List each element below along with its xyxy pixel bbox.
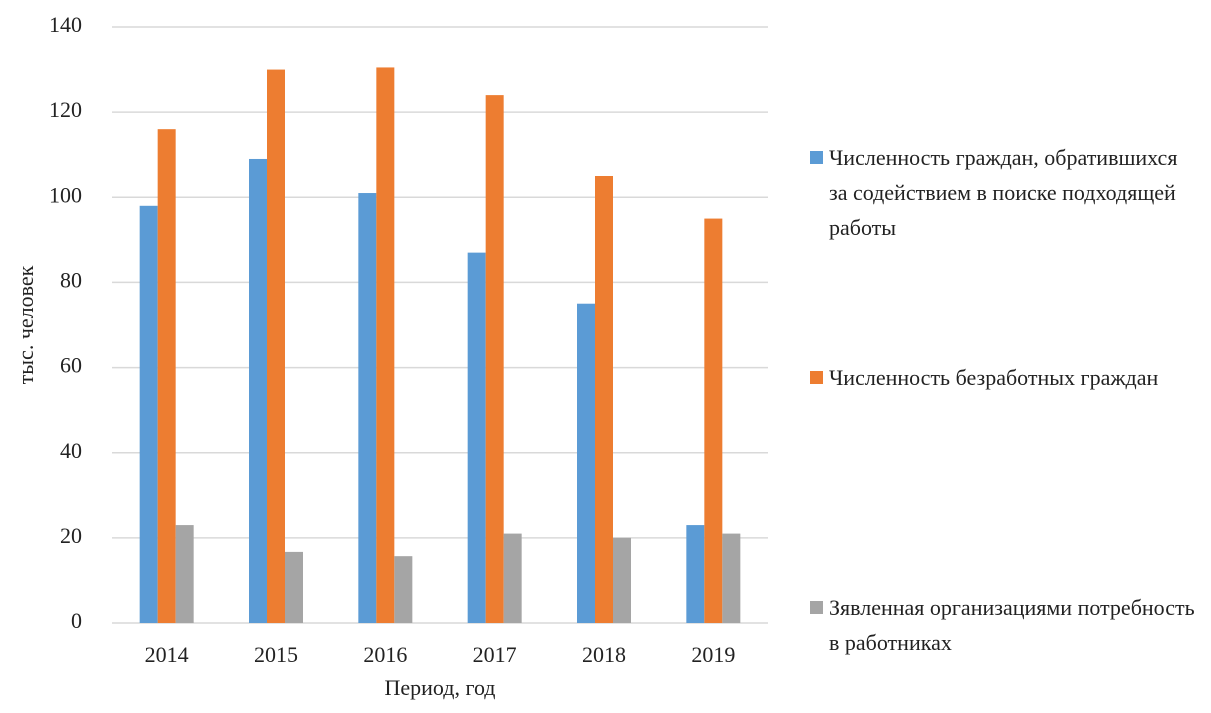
bar [595,176,613,623]
x-tick-label: 2015 [254,642,298,667]
bar [249,158,267,623]
x-tick-label: 2019 [691,642,735,667]
x-tick-label: 2017 [473,642,517,667]
bar [686,525,705,623]
legend-item: Численность граждан, обратившихся за сод… [810,140,1200,245]
y-tick-label: 20 [60,523,82,548]
bar [613,537,631,623]
bar [467,252,486,623]
y-tick-label: 120 [49,97,82,122]
x-tick-label: 2016 [363,642,407,667]
x-tick-label: 2014 [145,642,189,667]
bar [704,218,723,624]
bar [503,533,522,623]
legend-label: Численность граждан, обратившихся за сод… [829,145,1178,240]
legend-swatch [810,151,823,164]
x-axis-label: Период, год [384,675,495,700]
bar [175,525,194,623]
legend-item: Зявленная организациями потребность в ра… [810,590,1200,660]
y-tick-label: 100 [49,182,82,207]
y-tick-label: 140 [49,12,82,37]
bar [722,533,741,623]
x-tick-label: 2018 [582,642,626,667]
bar [376,67,395,623]
y-tick-label: 80 [60,267,82,292]
legend-label: Зявленная организациями потребность в ра… [829,595,1195,655]
legend-swatch [810,371,823,384]
legend-swatch [810,601,823,614]
y-tick-label: 40 [60,438,82,463]
bar [139,205,158,624]
y-tick-label: 60 [60,353,82,378]
y-tick-label: 0 [71,608,82,633]
bar [358,193,377,623]
legend-item: Численность безработных граждан [810,360,1200,395]
legend-label: Численность безработных граждан [829,365,1159,390]
y-axis-label: тыс. человек [13,265,38,384]
bar [577,303,595,623]
bar [285,551,303,623]
bar [157,129,176,623]
bar [267,69,285,624]
bar [485,95,504,624]
bar [394,556,413,623]
